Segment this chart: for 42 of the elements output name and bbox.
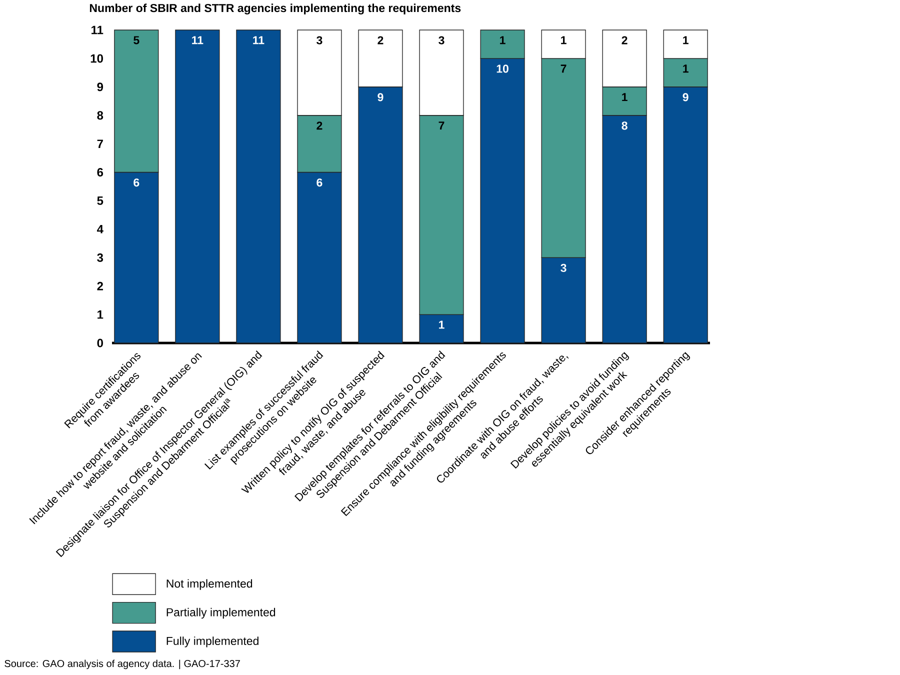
data-label: 11 [253,36,264,44]
y-tick-label: 1 [98,310,104,319]
y-tick-label: 4 [96,225,104,234]
chart-title: Number of SBIR and STTR agencies implementing the requirements [90,4,461,14]
legend-label: Fully implemented [166,636,258,648]
y-tick-label: 8 [97,111,104,120]
y-tick-label: 0 [97,338,103,348]
data-label: 1 [439,320,444,329]
data-label: 6 [134,178,140,187]
data-label: 2 [316,122,322,130]
data-label: 11 [192,36,204,44]
y-tick-label: 6 [97,168,104,177]
data-label: 7 [438,122,444,130]
data-label: 3 [438,36,444,44]
data-label: 1 [561,36,566,44]
data-label: 9 [378,93,384,102]
data-label: 9 [682,93,688,102]
data-label: 7 [560,64,566,73]
data-label: 2 [622,36,628,44]
y-tick-label: 10 [90,54,103,63]
bar [236,30,281,344]
data-label: 1 [683,64,688,73]
data-label: 1 [683,36,688,44]
source-note: Source: GAO analysis of agency data. | GAO-17-337 [4,660,240,670]
y-tick-label: 3 [97,253,104,262]
y-tick-label: 7 [97,140,103,148]
y-tick-label: 5 [97,196,104,205]
legend-label: Partially implemented [166,608,276,619]
data-label: 2 [378,36,384,44]
data-label: 8 [622,122,628,130]
data-label: 3 [316,36,322,44]
legend-label: Not implemented [166,579,252,590]
y-tick-label: 9 [97,82,104,92]
data-label: 3 [560,264,566,272]
data-label: 10 [496,64,508,73]
y-tick-label: 11 [92,26,104,34]
data-label: 5 [134,36,140,44]
data-label: 1 [500,36,506,44]
data-label: 6 [316,178,322,187]
y-tick-label: 2 [97,282,103,290]
bar [175,30,220,344]
data-label: 1 [622,93,628,102]
